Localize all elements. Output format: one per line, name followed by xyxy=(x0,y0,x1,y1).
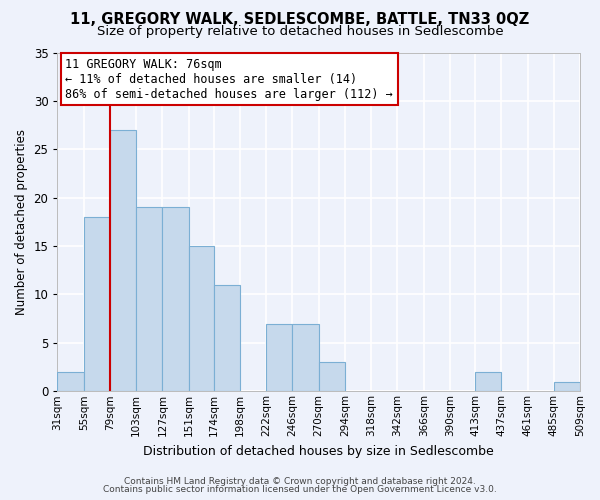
Bar xyxy=(188,246,214,392)
Bar xyxy=(110,130,136,392)
Text: Contains public sector information licensed under the Open Government Licence v3: Contains public sector information licen… xyxy=(103,485,497,494)
Y-axis label: Number of detached properties: Number of detached properties xyxy=(15,129,28,315)
Bar xyxy=(266,324,292,392)
X-axis label: Distribution of detached houses by size in Sedlescombe: Distribution of detached houses by size … xyxy=(143,444,494,458)
Bar xyxy=(163,208,188,392)
Text: 11 GREGORY WALK: 76sqm
← 11% of detached houses are smaller (14)
86% of semi-det: 11 GREGORY WALK: 76sqm ← 11% of detached… xyxy=(65,58,393,100)
Bar xyxy=(83,217,110,392)
Bar xyxy=(58,372,83,392)
Text: Contains HM Land Registry data © Crown copyright and database right 2024.: Contains HM Land Registry data © Crown c… xyxy=(124,477,476,486)
Bar xyxy=(319,362,345,392)
Bar xyxy=(136,208,163,392)
Bar xyxy=(214,285,240,392)
Bar xyxy=(292,324,319,392)
Text: Size of property relative to detached houses in Sedlescombe: Size of property relative to detached ho… xyxy=(97,25,503,38)
Text: 11, GREGORY WALK, SEDLESCOMBE, BATTLE, TN33 0QZ: 11, GREGORY WALK, SEDLESCOMBE, BATTLE, T… xyxy=(70,12,530,28)
Bar xyxy=(475,372,501,392)
Bar xyxy=(554,382,580,392)
